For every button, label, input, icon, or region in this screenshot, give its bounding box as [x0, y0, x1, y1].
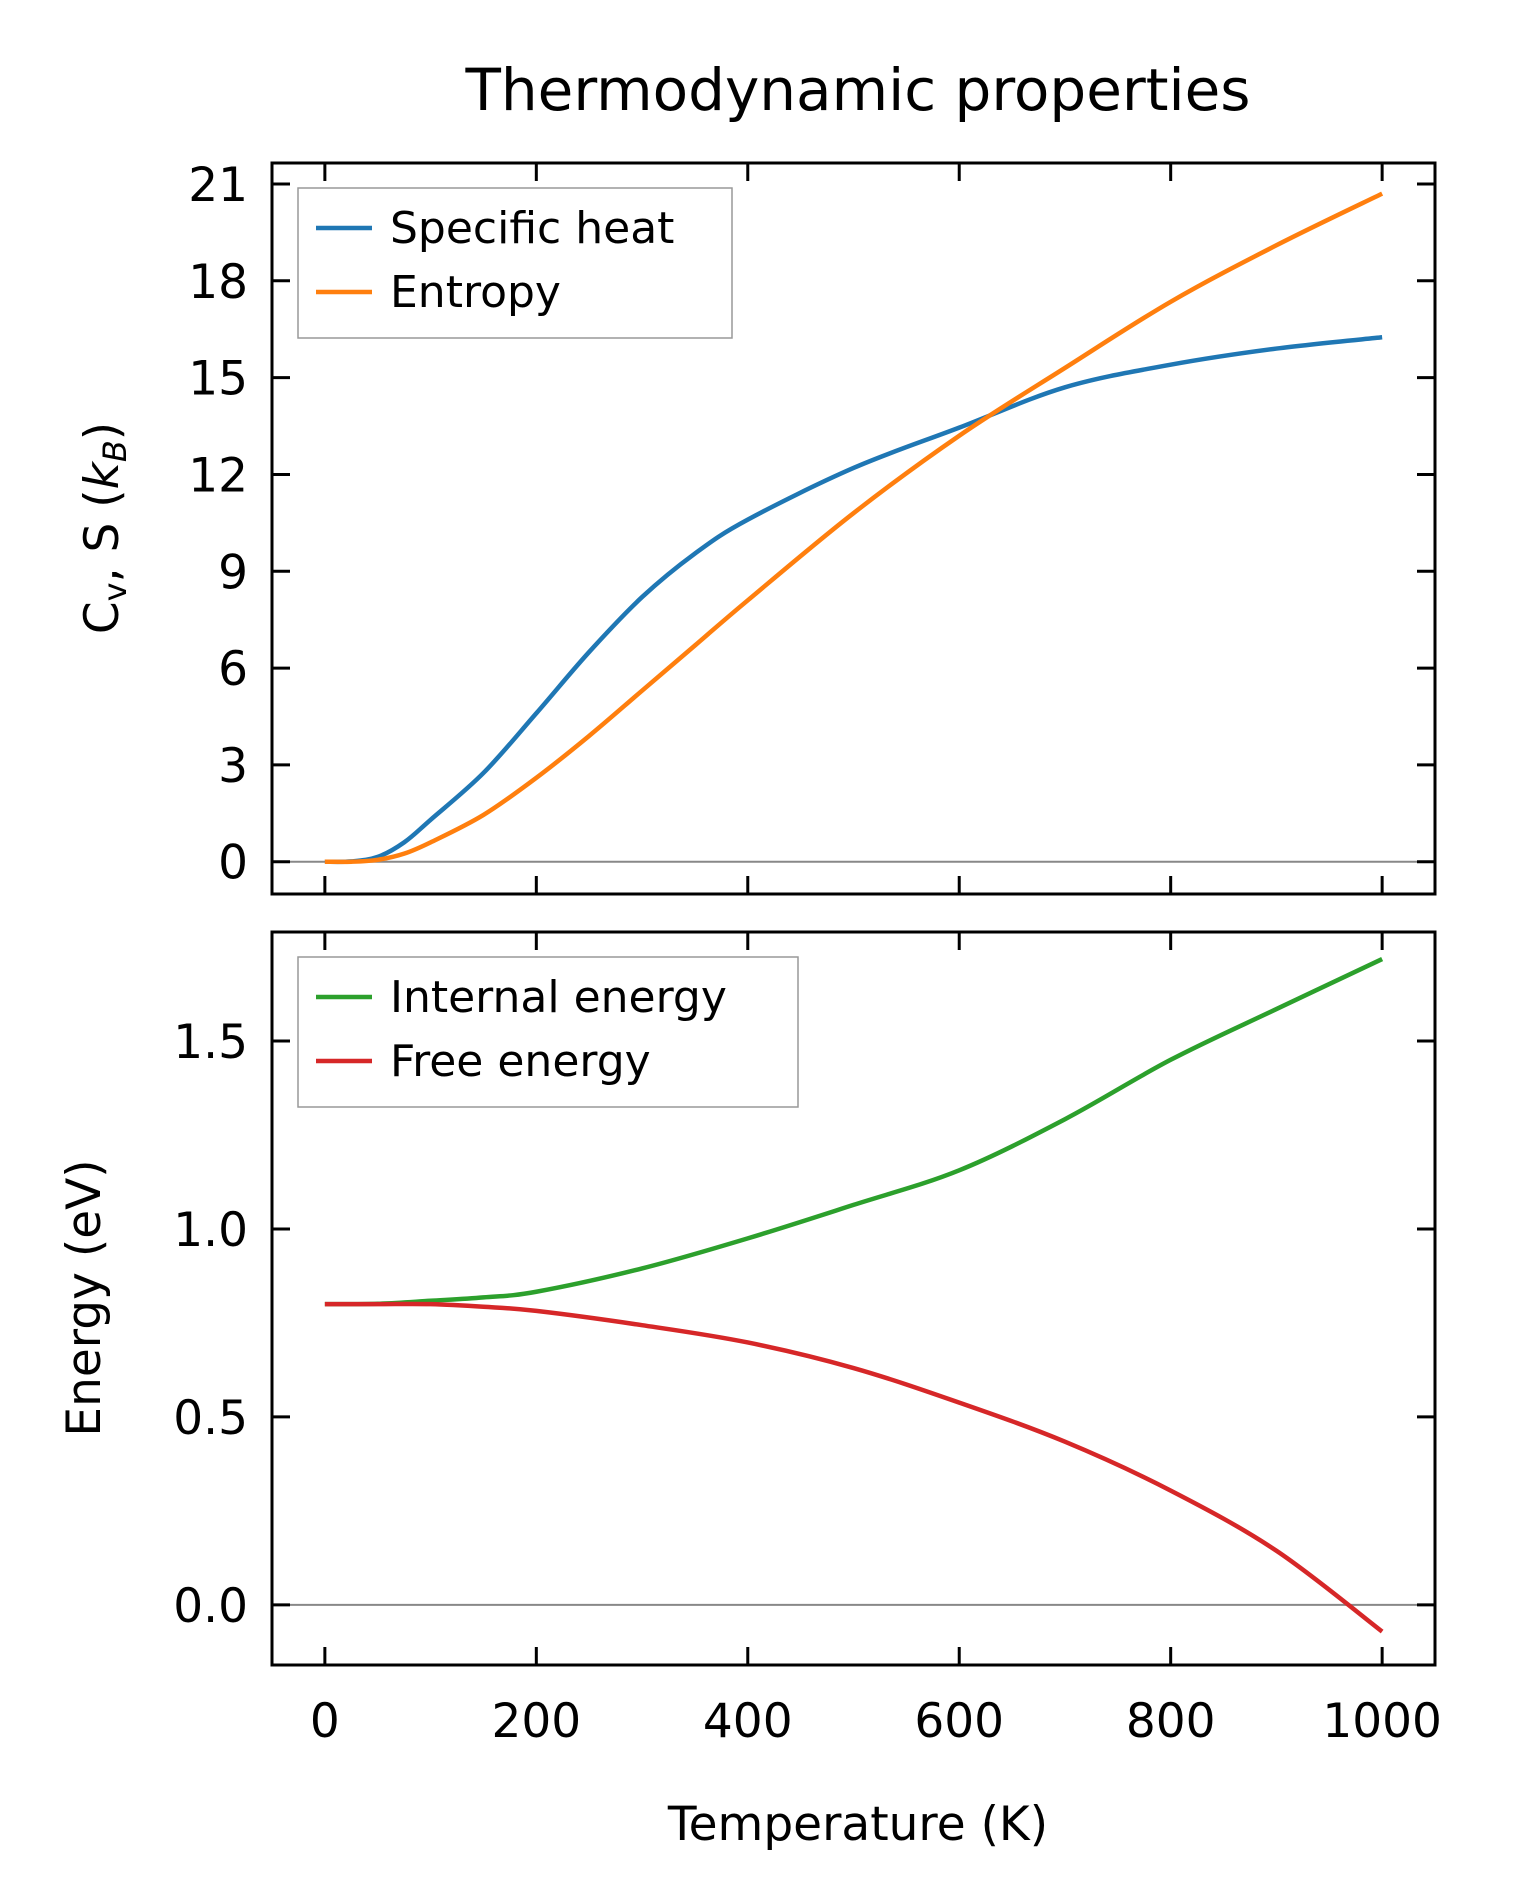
- legend-box: [297, 956, 799, 1108]
- y-tick-label: 0.5: [173, 1391, 248, 1446]
- series-line-internal-energy: [324, 957, 1384, 1307]
- x-tick-label: 0: [310, 1694, 340, 1749]
- y-tick-label: 0.0: [173, 1579, 248, 1634]
- series-line-entropy: [324, 191, 1384, 865]
- legend-label: Entropy: [390, 267, 561, 318]
- panel-top: 0 3 6 9 12 15 18 21 Specific heat Entropy: [188, 158, 1437, 896]
- x-tick-label: 600: [914, 1694, 1004, 1749]
- ylabel-k: k: [75, 460, 130, 489]
- x-tick-label: 200: [491, 1694, 581, 1749]
- legend: Specific heat Entropy: [297, 187, 733, 339]
- series-line-free-energy: [324, 1301, 1384, 1634]
- x-tick-label: 800: [1126, 1694, 1216, 1749]
- y-axis-label-top: Cv, S (kB): [75, 422, 134, 634]
- y-tick-label: 12: [188, 448, 248, 503]
- legend-label: Specific heat: [390, 203, 674, 254]
- y-tick-label: 1.5: [173, 1015, 248, 1070]
- ylabel-mid: , S (: [75, 489, 130, 582]
- legend-label: Internal energy: [390, 972, 727, 1023]
- ylabel-end: ): [75, 422, 130, 440]
- legend-box: [297, 187, 733, 339]
- ylabel-sub-v: v: [96, 582, 134, 601]
- x-axis-label: Temperature (K): [667, 1797, 1048, 1852]
- y-tick-label: 1.0: [173, 1203, 248, 1258]
- ylabel-sub-b: B: [96, 440, 134, 462]
- panel-bottom: 0 200 400 600 800 1000 0.0 0.5 1.0 1.5 Internal en…: [173, 930, 1442, 1749]
- axes-frame: [270, 161, 1437, 896]
- y-tick-label: 21: [188, 158, 248, 213]
- y-tick-label: 6: [218, 642, 248, 697]
- series-line-specific-heat: [324, 335, 1383, 865]
- y-tick-label: 3: [218, 739, 248, 794]
- x-tick-label: 1000: [1322, 1694, 1442, 1749]
- axes-frame: [270, 930, 1437, 1667]
- legend: Internal energy Free energy: [297, 956, 799, 1108]
- y-tick-label: 18: [188, 255, 248, 310]
- ylabel-c: C: [75, 601, 130, 634]
- chart-title: Thermodynamic properties: [464, 56, 1250, 124]
- y-tick-label: 0: [218, 836, 248, 891]
- x-tick-label: 400: [703, 1694, 793, 1749]
- y-tick-label: 9: [218, 545, 248, 600]
- y-tick-label: 15: [188, 352, 248, 407]
- legend-label: Free energy: [390, 1036, 651, 1087]
- y-axis-label-bottom: Energy (eV): [57, 1159, 112, 1436]
